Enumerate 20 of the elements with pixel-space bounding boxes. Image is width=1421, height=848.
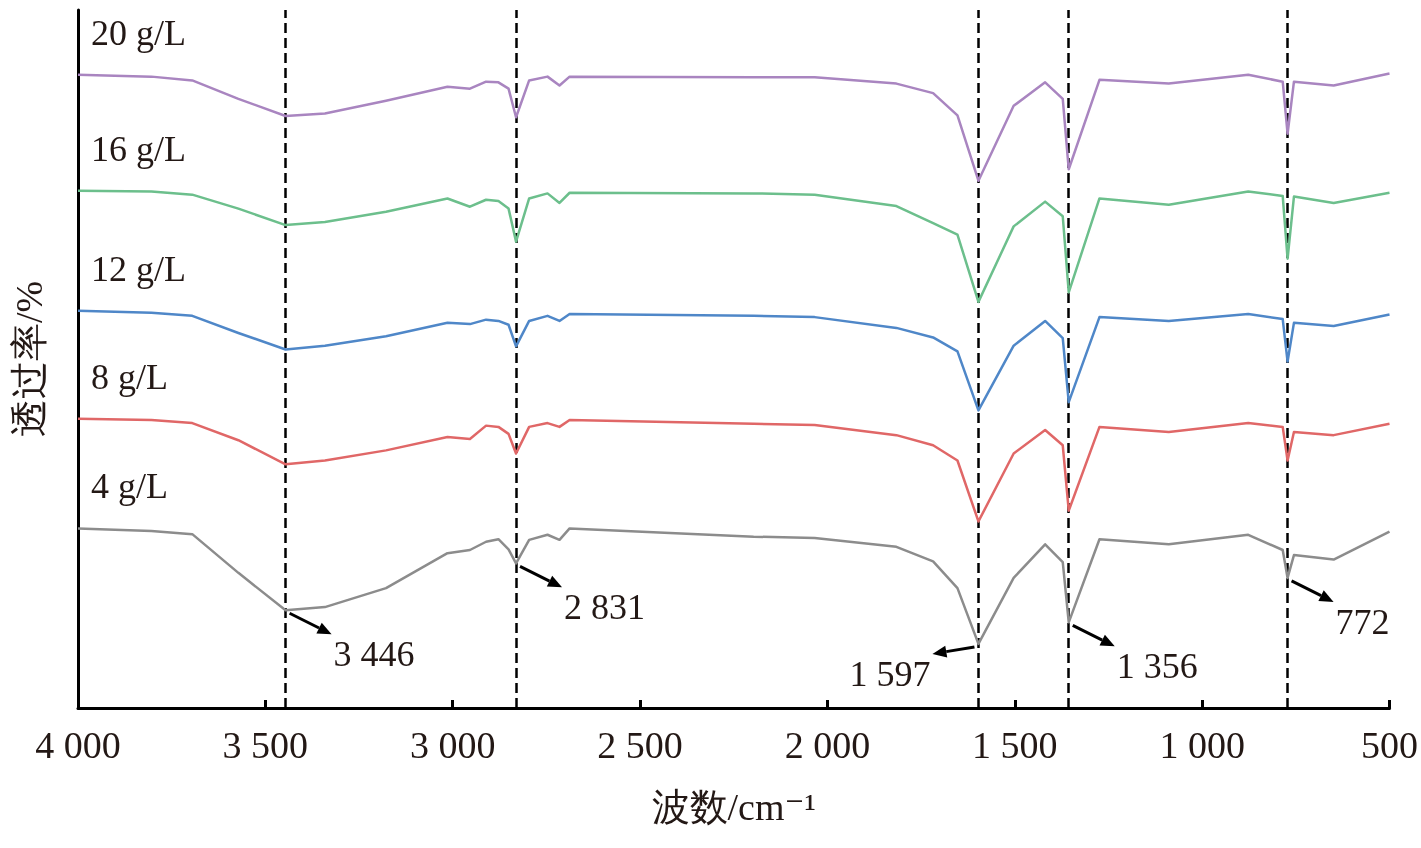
x-tick-label: 3 500 [222,724,309,766]
x-tick-label: 2 000 [784,724,871,766]
x-tick-label: 1 500 [972,724,1058,766]
x-tick-label: 1 000 [1159,724,1245,766]
x-tick-label: 2 500 [597,724,683,766]
series-label: 4 g/L [91,466,168,507]
y-axis-title: 透过率/% [8,280,50,438]
series-label: 12 g/L [91,248,186,289]
annotation: 3 446 [333,634,415,675]
annotation: 772 [1335,601,1390,642]
x-axis-title: 波数/cm⁻¹ [651,786,816,828]
annotation: 1 597 [849,653,931,694]
series-label: 8 g/L [91,356,168,397]
annotation: 1 356 [1116,646,1198,687]
x-tick-label: 500 [1361,724,1418,766]
series-label: 20 g/L [91,12,186,53]
series-label: 16 g/L [91,128,186,169]
x-tick-label: 3 000 [409,724,496,766]
x-tick-label: 4 000 [35,724,121,766]
annotation: 2 831 [564,587,646,628]
